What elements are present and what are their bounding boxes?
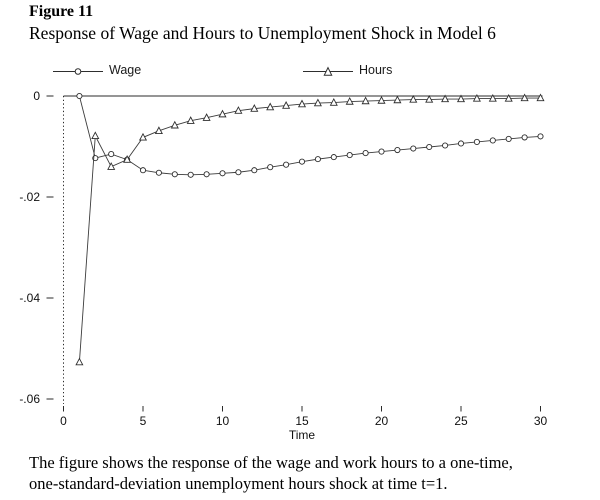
legend-item-hours: Hours [303, 62, 393, 77]
hours-marker [266, 102, 275, 111]
wage-marker [346, 152, 353, 159]
hours-marker [170, 120, 179, 129]
hours-marker [425, 94, 434, 103]
wage-marker [187, 171, 194, 178]
wage-marker [298, 158, 306, 165]
hours-marker [297, 99, 307, 108]
hours-marker [377, 95, 386, 104]
x-tick-label: 25 [454, 414, 468, 428]
y-tick-label: -.04 [19, 291, 40, 305]
wage-marker [267, 164, 274, 171]
legend-item-wage: Wage [53, 62, 142, 77]
hours-marker [472, 93, 481, 102]
wage-marker [330, 154, 337, 161]
wage-marker [203, 171, 210, 178]
figure-caption: The figure shows the response of the wag… [29, 453, 599, 494]
hours-marker [234, 106, 243, 114]
wage-marker [537, 133, 544, 140]
hours-marker [504, 93, 513, 102]
x-tick-label: 5 [140, 414, 147, 428]
hours-marker [488, 93, 497, 102]
wage-marker [108, 151, 115, 158]
wage-marker [394, 146, 401, 154]
hours-marker [75, 357, 84, 366]
hours-marker [282, 101, 291, 109]
wage-marker [410, 145, 417, 152]
hours-marker [536, 93, 545, 102]
x-tick-label: 20 [375, 414, 389, 428]
hours-marker [91, 131, 100, 140]
wage-marker [362, 150, 369, 157]
x-tick-label: 30 [534, 414, 548, 428]
hours-marker [456, 94, 466, 103]
hours-marker [361, 96, 370, 105]
wage-marker [76, 92, 83, 100]
hours-series-marker-icon [303, 64, 353, 76]
x-tick-label: 10 [216, 414, 230, 428]
hours-marker [313, 98, 322, 107]
wage-marker [251, 167, 258, 174]
hours-marker [202, 113, 211, 121]
wage-marker [521, 134, 528, 141]
y-tick-label: -.02 [19, 190, 40, 204]
hours-marker [107, 162, 116, 170]
y-tick-label: 0 [33, 89, 40, 103]
figure-label: Figure 11 [29, 3, 94, 20]
hours-series-line [78, 97, 541, 363]
wage-marker [171, 171, 178, 178]
caption-line-1: The figure shows the response of the wag… [29, 453, 513, 472]
hours-marker [250, 104, 259, 112]
y-tick-label: -.06 [19, 392, 40, 406]
hours-marker [393, 95, 402, 104]
wage-marker [489, 137, 496, 144]
figure-title: Response of Wage and Hours to Unemployme… [29, 23, 496, 43]
x-axis-title: Time [289, 428, 316, 442]
legend-label-hours: Hours [359, 62, 393, 77]
legend-label-wage: Wage [109, 62, 142, 77]
wage-marker [314, 156, 321, 163]
x-tick-label: 0 [60, 414, 67, 428]
hours-marker [138, 132, 148, 141]
wage-marker [505, 135, 512, 142]
hours-marker [345, 96, 354, 105]
wage-marker [235, 169, 242, 176]
wage-series-marker-icon [53, 64, 103, 75]
hours-marker [154, 126, 163, 134]
x-tick-label: 15 [295, 414, 309, 428]
wage-marker [473, 138, 480, 146]
wage-marker [378, 148, 385, 155]
hours-marker [520, 93, 529, 102]
hours-marker [218, 109, 227, 118]
hours-marker [441, 94, 450, 103]
hours-marker [186, 116, 195, 124]
hours-marker [329, 97, 338, 106]
wage-marker [457, 140, 465, 147]
hours-marker [409, 94, 418, 103]
wage-marker [426, 143, 433, 151]
wage-marker [442, 142, 449, 149]
wage-marker [283, 161, 290, 168]
caption-line-2: one-standard-deviation unemployment hour… [29, 473, 448, 493]
wage-marker [219, 170, 226, 177]
wage-marker [155, 169, 162, 176]
wage-marker [139, 167, 147, 174]
hours-marker [123, 155, 132, 163]
